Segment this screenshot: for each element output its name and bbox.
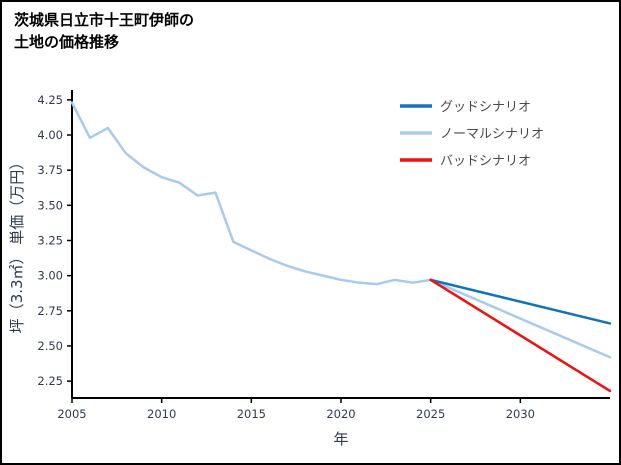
y-tick-label: 4.25	[37, 93, 63, 107]
x-axis-label: 年	[333, 430, 348, 448]
legend-label-bad: バッドシナリオ	[440, 154, 531, 169]
y-tick-label: 2.25	[37, 374, 63, 388]
y-tick-label: 3.00	[37, 269, 63, 283]
bad-scenario-line	[429, 278, 612, 393]
historical-line	[70, 101, 432, 286]
chart-title-line1: 茨城県日立市十王町伊師の	[14, 11, 195, 29]
x-tick-label: 2030	[506, 407, 535, 421]
legend-label-normal: ノーマルシナリオ	[440, 127, 544, 142]
good-scenario-line	[429, 278, 612, 325]
x-tick-label: 2010	[147, 407, 176, 421]
normal-scenario-line	[429, 278, 612, 359]
y-tick-label: 2.50	[37, 339, 63, 353]
y-axis-label: 坪（3.3㎡） 単価（万円）	[8, 155, 26, 334]
y-tick-label: 3.25	[37, 233, 63, 247]
y-tick-label: 2.75	[37, 304, 63, 318]
x-tick-label: 2020	[326, 407, 355, 421]
y-tick-label: 4.00	[37, 128, 63, 142]
chart-title-line2: 土地の価格推移	[14, 32, 120, 51]
x-tick-label: 2025	[416, 407, 445, 421]
x-tick-label: 2005	[57, 407, 86, 421]
y-tick-label: 3.50	[37, 198, 63, 212]
x-tick-label: 2015	[237, 407, 266, 421]
y-tick-label: 3.75	[37, 163, 63, 177]
legend-label-good: グッドシナリオ	[440, 100, 531, 115]
chart-title: 茨城県日立市十王町伊師の 土地の価格推移	[14, 10, 194, 54]
